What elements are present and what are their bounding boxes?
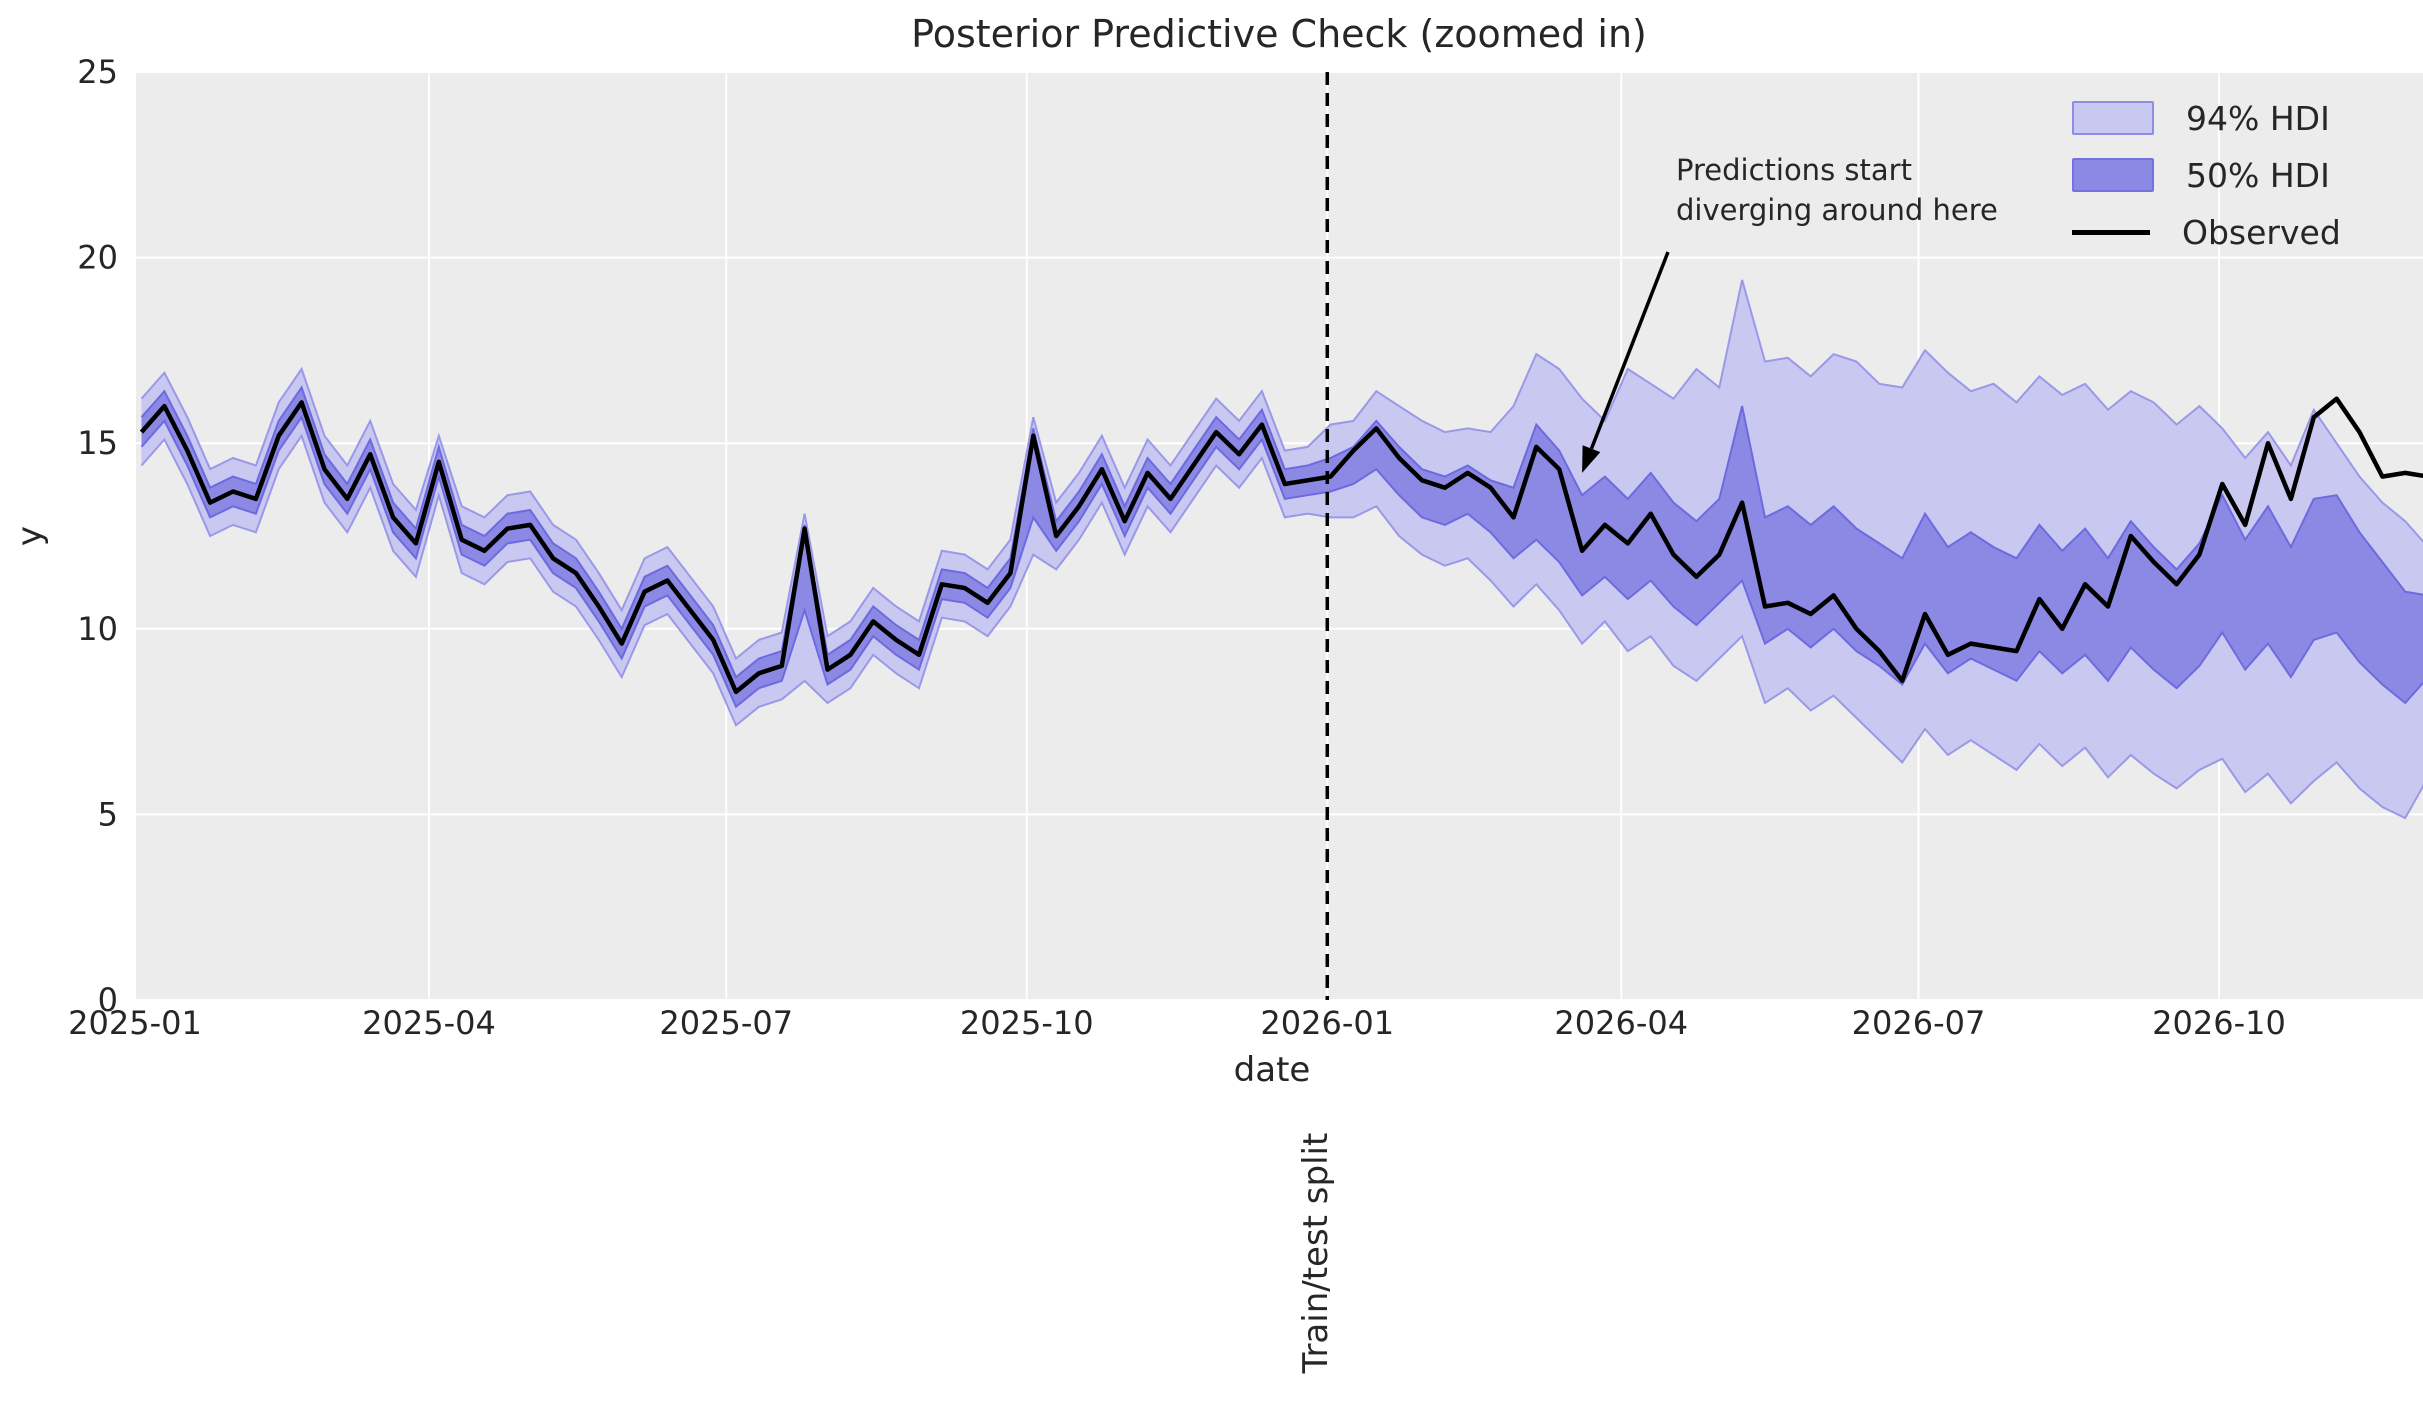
legend-label: 50% HDI — [2186, 155, 2330, 195]
hdi-50-lower-edge — [140, 414, 2423, 709]
y-tick-label: 5 — [98, 795, 118, 833]
chart-title: Posterior Predictive Check (zoomed in) — [911, 12, 1647, 56]
annotation-text: Predictions start diverging around here — [1676, 153, 1998, 227]
observed-line — [139, 396, 2423, 695]
annotation-arrow — [1589, 251, 1670, 450]
x-tick-label: 2026-10 — [2152, 1004, 2286, 1042]
legend: 94% HDI 50% HDI Observed — [2072, 96, 2341, 254]
x-axis-label: date — [1233, 1050, 1311, 1090]
annotation-arrowhead — [1582, 445, 1601, 473]
legend-patch-icon — [2072, 101, 2154, 135]
x-tick-label: 2025-10 — [960, 1004, 1094, 1042]
y-tick-label: 10 — [77, 610, 118, 648]
x-tick-label: 2025-01 — [68, 1004, 202, 1042]
y-tick-label: 15 — [77, 424, 118, 462]
legend-line-icon — [2072, 229, 2150, 235]
x-tick-label: 2025-07 — [659, 1004, 793, 1042]
x-tick-label: 2026-01 — [1260, 1004, 1394, 1042]
legend-label: 94% HDI — [2186, 98, 2330, 138]
hdi-94-upper-edge — [140, 279, 2423, 661]
x-tick-label: 2026-04 — [1554, 1004, 1688, 1042]
legend-item-observed: Observed — [2072, 210, 2341, 254]
hdi-94-band — [141, 279, 2423, 819]
y-tick-label: 20 — [77, 239, 118, 277]
train-test-split-label: Train/test split — [1296, 1132, 1336, 1374]
legend-label: Observed — [2182, 212, 2341, 252]
y-tick-label: 0 — [98, 981, 118, 1019]
bands-group — [139, 279, 2423, 820]
legend-patch-icon — [2072, 158, 2154, 192]
y-tick-label: 25 — [77, 53, 118, 91]
x-tick-label: 2026-07 — [1852, 1004, 1986, 1042]
legend-item-50-hdi: 50% HDI — [2072, 153, 2341, 197]
hdi-94-lower-edge — [140, 433, 2423, 820]
y-axis-label: y — [10, 525, 50, 547]
legend-item-94-hdi: 94% HDI — [2072, 96, 2341, 140]
x-tick-label: 2025-04 — [362, 1004, 496, 1042]
hdi-50-upper-edge — [140, 385, 2423, 679]
